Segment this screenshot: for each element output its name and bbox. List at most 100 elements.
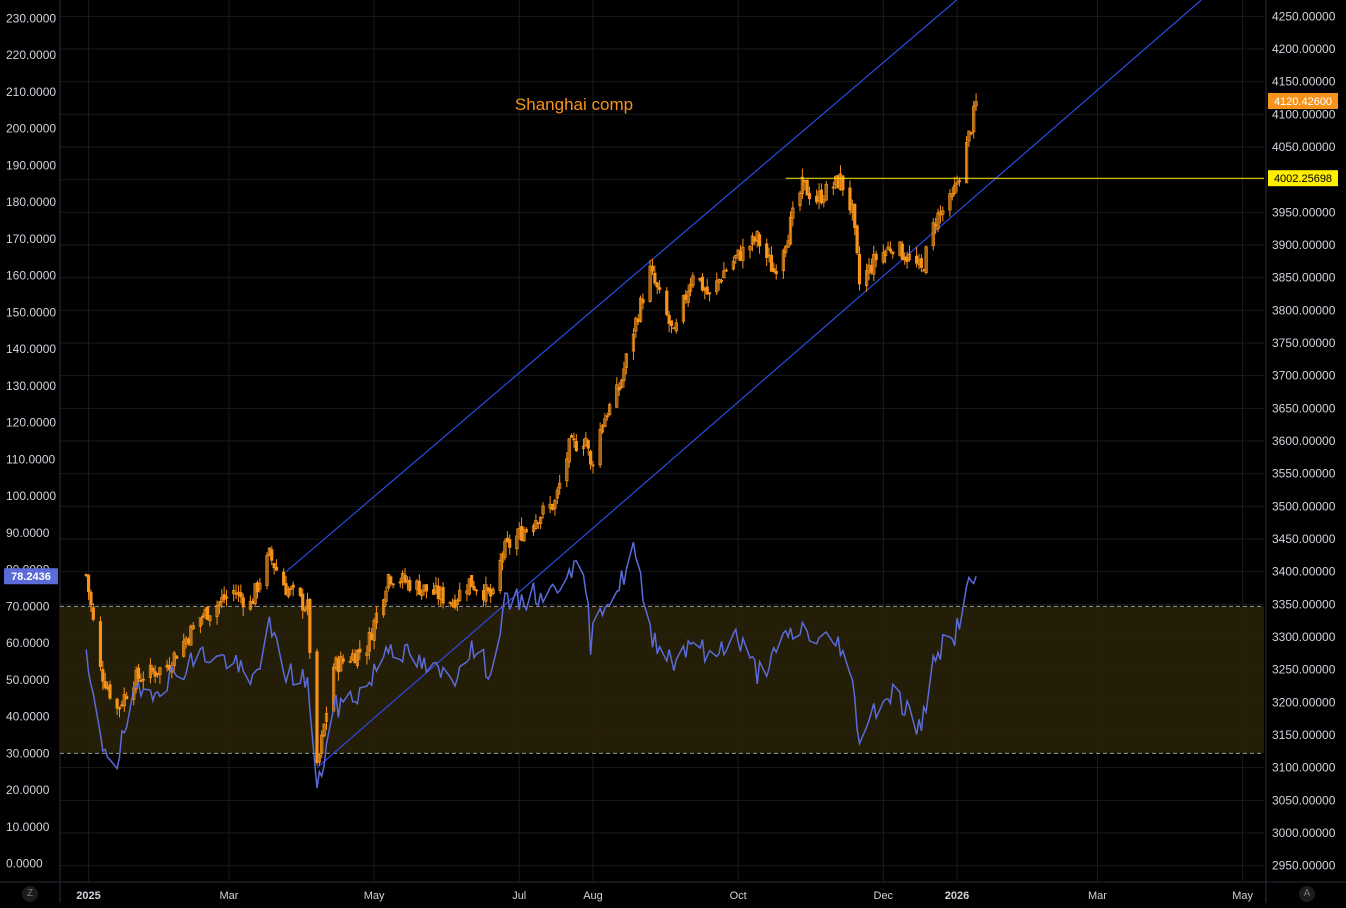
candle-body xyxy=(125,695,129,700)
candle-body xyxy=(365,652,369,656)
candle-body xyxy=(581,445,586,449)
candle-body xyxy=(900,243,904,260)
candle xyxy=(969,131,973,136)
candle xyxy=(301,588,305,619)
candle-body xyxy=(355,649,360,666)
rsi-series xyxy=(85,542,977,789)
candle-body xyxy=(217,601,222,607)
candle xyxy=(957,177,962,187)
candle-body xyxy=(308,598,312,653)
time-tick-label: May xyxy=(364,890,385,902)
candle xyxy=(741,238,745,269)
level-price-tag xyxy=(1268,170,1338,187)
candle xyxy=(748,245,752,259)
candle-body xyxy=(622,368,626,382)
rsi-axis[interactable]: 0.0000 10.0000 20.0000 30.0000 40.0000 50.000… xyxy=(4,11,58,871)
time-axis[interactable]: 2025 Mar May Jul Aug Oct Dec 2026 Mar May xyxy=(76,890,1253,902)
candle-body xyxy=(298,587,302,596)
candle-body xyxy=(589,451,593,465)
candle-body xyxy=(674,322,678,332)
candle-body xyxy=(500,553,505,563)
candle xyxy=(158,666,162,684)
price-tick-label: 3750.00000 xyxy=(1272,336,1336,350)
rsi-tick-label: 40.0000 xyxy=(6,710,50,724)
candle xyxy=(417,574,421,595)
candle xyxy=(653,265,657,286)
candle xyxy=(686,284,690,307)
candle xyxy=(734,254,738,264)
candle xyxy=(89,589,93,613)
candle xyxy=(458,582,462,602)
rsi-tick-label: 70.0000 xyxy=(6,599,50,613)
rsi-tick-label: 210.0000 xyxy=(6,85,56,99)
channel-lines[interactable] xyxy=(285,0,1202,769)
candle xyxy=(791,201,795,227)
time-tick-label: Dec xyxy=(874,890,894,902)
candle xyxy=(298,587,302,598)
candle-body xyxy=(772,268,776,273)
candle-body xyxy=(608,404,612,416)
candle xyxy=(341,654,345,665)
candle-body xyxy=(208,615,212,622)
candle-body xyxy=(700,276,705,291)
candle-body xyxy=(600,424,605,433)
candle xyxy=(324,706,329,730)
candle-body xyxy=(650,265,655,272)
auto-scale-left-button[interactable]: Z xyxy=(22,886,38,902)
candle xyxy=(931,218,935,251)
candle-body xyxy=(382,599,386,616)
candle-body xyxy=(398,581,402,584)
candle xyxy=(339,651,343,672)
candle xyxy=(317,753,321,766)
candle-body xyxy=(117,706,122,710)
candle-body xyxy=(248,601,252,610)
rsi-tick-label: 180.0000 xyxy=(6,195,56,209)
price-tick-label: 3650.00000 xyxy=(1272,401,1336,415)
candle xyxy=(688,277,693,297)
time-tick-label: May xyxy=(1232,890,1253,902)
candle xyxy=(669,320,674,334)
candle-body xyxy=(784,245,788,253)
candle xyxy=(967,130,971,147)
candle xyxy=(367,627,371,660)
candle-body xyxy=(470,574,474,588)
candle xyxy=(539,516,543,530)
candle xyxy=(641,293,645,310)
price-tick-label: 4200.00000 xyxy=(1272,42,1336,56)
candle xyxy=(819,183,824,205)
channel-line-1[interactable] xyxy=(316,0,1202,769)
rsi-tick-label: 160.0000 xyxy=(6,269,56,283)
level-price-label: 4002.25698 xyxy=(1274,173,1332,185)
candle-body xyxy=(339,656,343,672)
time-tick-label: Jul xyxy=(512,890,526,902)
candle-body xyxy=(567,438,571,463)
candle xyxy=(953,176,957,196)
candle-body xyxy=(824,183,828,201)
price-tick-label: 3400.00000 xyxy=(1272,565,1336,579)
candle xyxy=(117,706,122,718)
candle-body xyxy=(553,500,557,509)
candle xyxy=(707,292,712,302)
candle-body xyxy=(265,555,269,586)
candle xyxy=(515,528,519,556)
candle xyxy=(103,672,107,690)
auto-scale-right-button[interactable]: A xyxy=(1299,886,1315,902)
candle-body xyxy=(648,265,652,302)
price-axis[interactable]: 2950.00000 3000.00000 3050.00000 3100.00000… xyxy=(1268,9,1338,873)
rsi-tick-label: 20.0000 xyxy=(6,783,50,797)
candle xyxy=(655,281,659,295)
rsi-tick-label: 230.0000 xyxy=(6,11,56,25)
candle-body xyxy=(665,290,669,316)
candle-body xyxy=(881,252,885,263)
candle-body xyxy=(158,667,162,676)
candle xyxy=(865,263,869,292)
candle-body xyxy=(705,286,709,295)
candle-body xyxy=(134,669,138,690)
rsi-tick-label: 50.0000 xyxy=(6,673,50,687)
candle-body xyxy=(707,292,712,295)
candle-body xyxy=(574,440,578,452)
candle xyxy=(765,238,769,267)
channel-line-2[interactable] xyxy=(285,0,958,573)
rsi-tick-label: 190.0000 xyxy=(6,158,56,172)
